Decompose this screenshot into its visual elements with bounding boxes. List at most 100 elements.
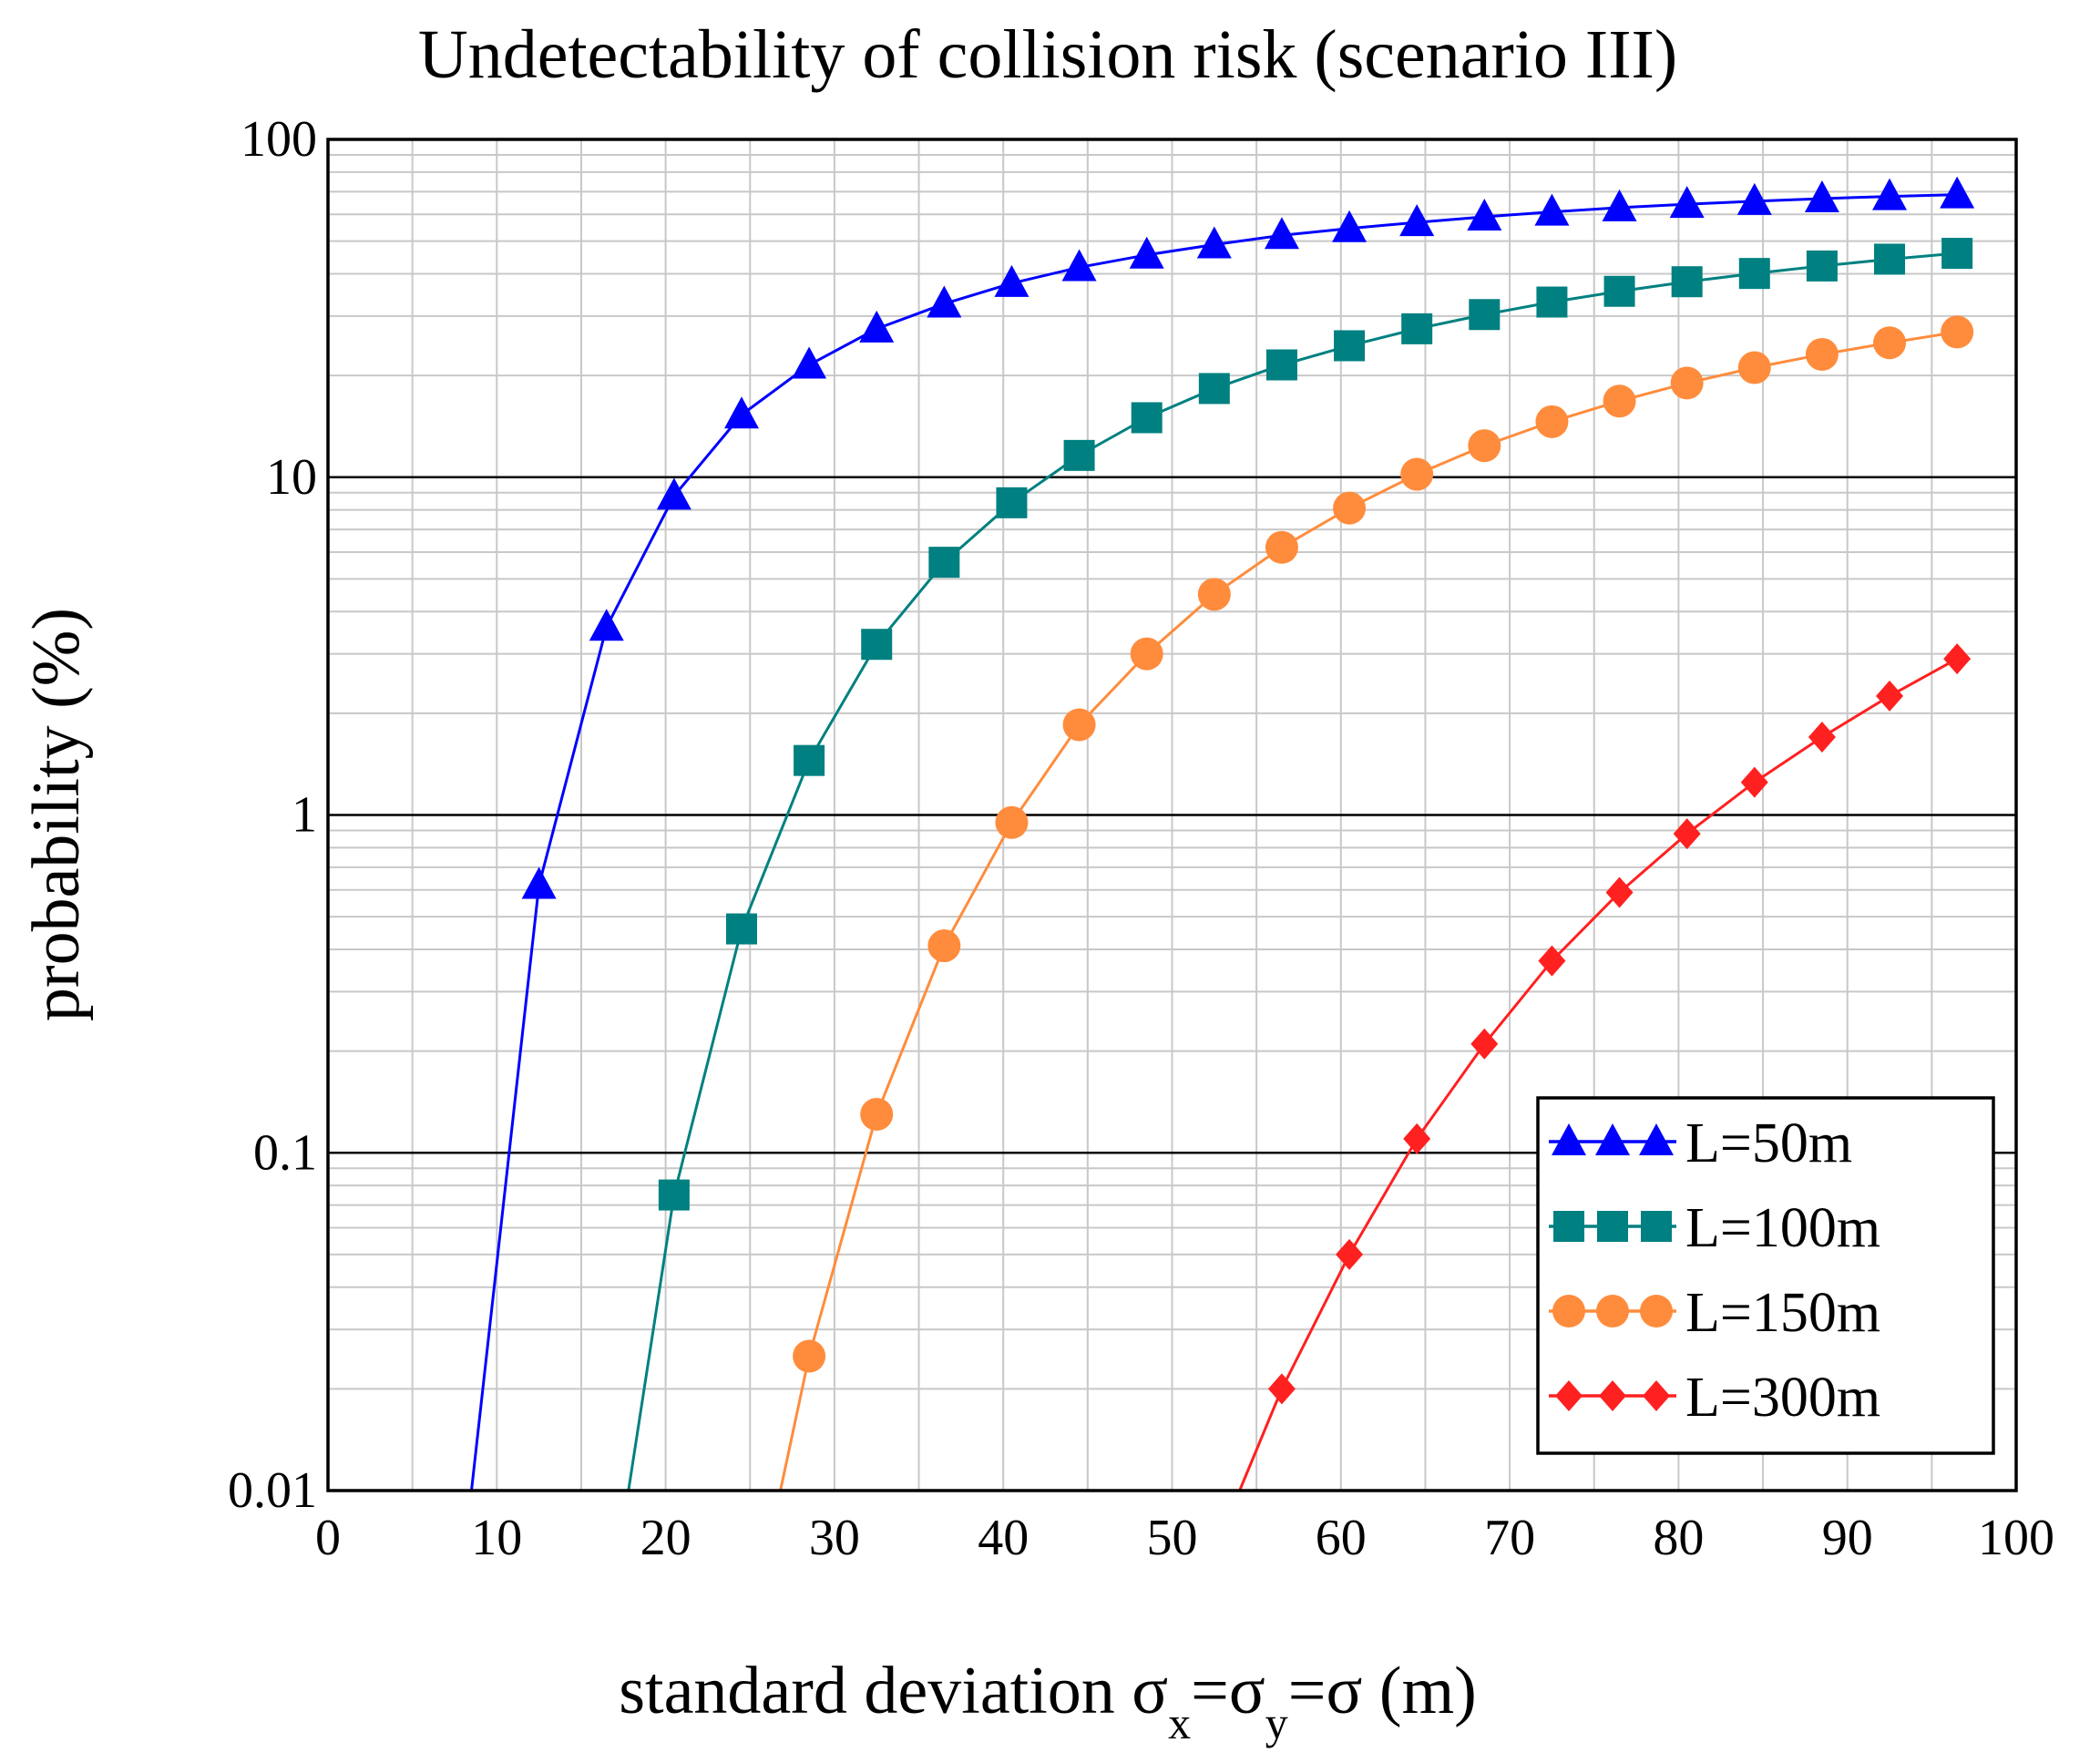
legend-marker (1596, 1295, 1629, 1327)
tick-labels: 0 10 20 30 40 50 60 70 80 90 100 100 10 1 0.1 0.01 (228, 111, 2054, 1566)
data-point (1469, 299, 1501, 331)
x-tick-label: 10 (471, 1510, 522, 1566)
data-point (1602, 189, 1637, 221)
data-point (927, 929, 961, 963)
data-point (793, 1339, 826, 1373)
x-tick-label: 100 (1978, 1510, 2054, 1566)
series-diamond (1238, 643, 1972, 1491)
x-axis-label-sub-x: x (1168, 1697, 1191, 1748)
data-point (1605, 876, 1634, 908)
data-point (1941, 238, 1973, 270)
data-point (995, 805, 1029, 839)
data-point (860, 1098, 894, 1132)
data-point (658, 1179, 690, 1211)
y-tick-label: 0.1 (253, 1124, 317, 1181)
x-axis-label-end: =σ (m) (1288, 1654, 1477, 1728)
data-point (1536, 286, 1568, 318)
data-point (1198, 373, 1230, 405)
legend-marker (1599, 1380, 1626, 1411)
data-point (1197, 578, 1231, 611)
data-point (521, 866, 557, 899)
legend-marker (1552, 1295, 1585, 1327)
data-point (1673, 818, 1701, 850)
x-tick-label: 20 (640, 1510, 691, 1566)
data-point (994, 264, 1030, 297)
data-point (928, 547, 960, 579)
data-point (1808, 722, 1836, 753)
legend-marker (1641, 1211, 1672, 1242)
data-point (1671, 266, 1703, 298)
legend-marker (1595, 1123, 1630, 1155)
x-axis-label: standard deviation σx=σy=σ (m) (619, 1654, 1477, 1748)
data-point (1061, 249, 1097, 282)
data-point (1062, 708, 1096, 742)
x-axis-label-eq: =σ (1191, 1654, 1265, 1728)
legend-marker (1555, 1380, 1583, 1411)
x-tick-label: 60 (1316, 1510, 1367, 1566)
x-axis-label-sub-y: y (1265, 1697, 1288, 1748)
data-point (1736, 182, 1772, 215)
legend-entry: L=100m (1549, 1197, 1880, 1259)
data-point (1670, 366, 1704, 400)
data-point (1872, 178, 1908, 210)
data-point (1403, 1122, 1431, 1154)
data-point (1267, 1373, 1296, 1405)
x-tick-label: 30 (809, 1510, 860, 1566)
data-point (1468, 429, 1501, 463)
data-point (1669, 186, 1705, 219)
data-point (861, 629, 893, 661)
chart-title: Undetectability of collision risk (scena… (418, 16, 1677, 93)
data-point (1467, 198, 1502, 231)
x-tick-label: 50 (1147, 1510, 1198, 1566)
data-point (792, 346, 827, 379)
legend-entry: L=50m (1549, 1112, 1852, 1174)
data-point (1131, 402, 1163, 434)
data-point (1130, 637, 1163, 671)
data-point (1804, 179, 1839, 212)
data-point (1401, 313, 1433, 344)
data-point (1740, 766, 1768, 798)
legend-label: L=300m (1685, 1367, 1880, 1429)
y-tick-label: 100 (241, 111, 317, 168)
data-point (725, 913, 757, 945)
legend-marker (1640, 1295, 1673, 1327)
legend-entry: L=150m (1549, 1282, 1880, 1344)
x-tick-label: 0 (315, 1510, 341, 1566)
series-line (1238, 657, 1958, 1491)
data-point (1333, 491, 1367, 525)
data-point (1400, 457, 1434, 491)
data-point (1806, 250, 1838, 282)
series-circle (779, 315, 1974, 1491)
data-point (859, 310, 895, 343)
y-axis-label: probability (%) (19, 608, 94, 1021)
data-point (927, 285, 962, 318)
data-point (794, 744, 825, 776)
legend-label: L=50m (1685, 1112, 1852, 1174)
data-point (1129, 236, 1164, 269)
legend-marker (1639, 1123, 1674, 1155)
legend-marker (1643, 1380, 1670, 1411)
data-point (1941, 315, 1974, 349)
x-axis-label-main: standard deviation σ (619, 1654, 1168, 1728)
data-point (723, 396, 759, 429)
data-point (1470, 1028, 1499, 1060)
data-point (1265, 349, 1297, 381)
y-tick-label: 10 (266, 449, 317, 506)
data-point (1738, 258, 1770, 290)
y-tick-label: 1 (292, 787, 317, 844)
plot-frame (326, 138, 2018, 1492)
series-triangle (470, 176, 1975, 1491)
data-point (996, 487, 1028, 518)
data-point (1538, 945, 1566, 977)
data-point (1334, 330, 1366, 362)
x-tick-label: 40 (978, 1510, 1029, 1566)
data-point (1332, 210, 1368, 242)
data-point (1805, 337, 1839, 371)
data-point (1534, 193, 1570, 226)
legend: L=50m L=100m L=150m L=300m (1536, 1096, 1995, 1455)
data-point (1876, 680, 1904, 712)
data-point (1399, 204, 1435, 237)
legend-label: L=150m (1685, 1282, 1880, 1344)
legend-marker (1552, 1123, 1586, 1155)
